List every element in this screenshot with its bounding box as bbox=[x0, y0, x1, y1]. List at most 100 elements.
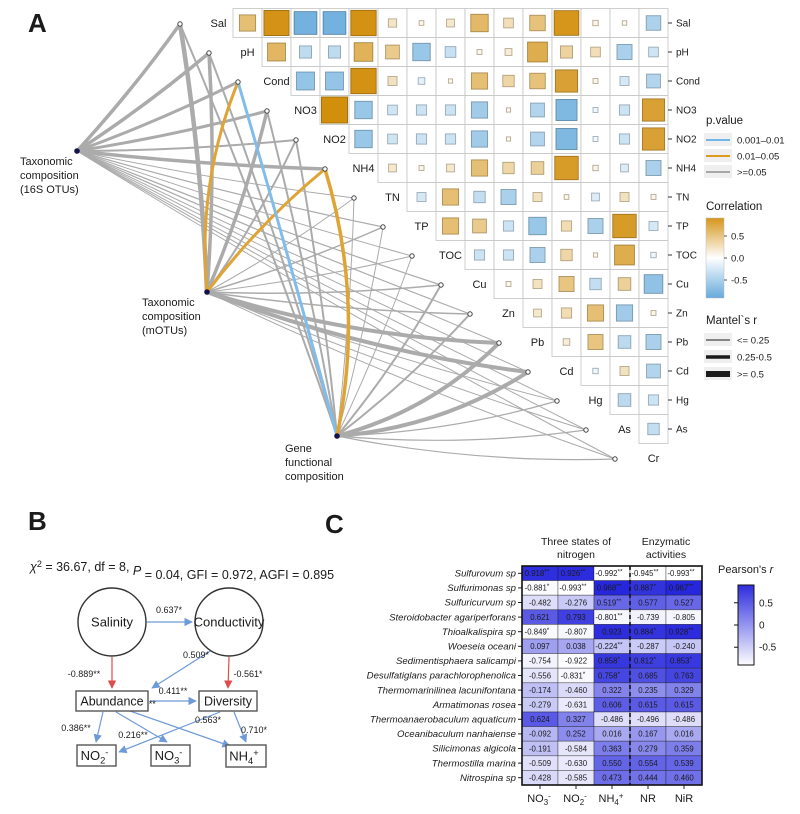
correlogram-square bbox=[321, 96, 348, 124]
mantel-edge-gene-TOC bbox=[336, 255, 413, 437]
value-number: 0.444 bbox=[638, 774, 658, 783]
sem-path-label-6: 0.216** bbox=[118, 730, 148, 740]
correlogram-square bbox=[528, 216, 547, 236]
diag-label-Cond: Cond bbox=[263, 76, 289, 88]
value-number: 0.621 bbox=[530, 613, 550, 622]
diag-label-TOC: TOC bbox=[439, 250, 462, 262]
correlogram-square bbox=[592, 107, 599, 113]
value-number: 0.527 bbox=[674, 598, 694, 607]
value-number: -0.174 bbox=[529, 686, 552, 695]
value-number: -0.992 bbox=[595, 569, 617, 578]
mantel-edge-motu-Cu bbox=[206, 284, 442, 294]
heatmap-value: 0.887* bbox=[634, 583, 657, 593]
correlogram-square bbox=[412, 42, 431, 62]
row-label-11: Oceanibaculum nanhaiense bbox=[397, 729, 516, 740]
row-label-2: Sulfuricurvum sp bbox=[445, 598, 517, 609]
value-number: -0.486 bbox=[673, 715, 695, 724]
correlogram-square bbox=[503, 17, 514, 29]
heatmap-value: 0.235 bbox=[638, 686, 658, 695]
value-stars: ** bbox=[582, 583, 588, 590]
value-number: -0.509 bbox=[529, 759, 551, 768]
var-dot-Cu bbox=[438, 282, 444, 288]
var-dot-Hg bbox=[554, 398, 560, 404]
var-dot-As bbox=[583, 427, 589, 433]
correlogram-square bbox=[473, 249, 486, 261]
correlogram-square bbox=[418, 165, 425, 171]
value-number: 0.016 bbox=[602, 730, 622, 739]
value-number: 0.038 bbox=[566, 642, 586, 651]
heatmap-value: 0.038 bbox=[566, 642, 586, 651]
value-number: -0.831 bbox=[561, 671, 583, 680]
correlogram-square bbox=[641, 98, 666, 122]
mantel-edge-motu-Cr bbox=[206, 291, 616, 460]
chem-sub: 2 bbox=[580, 798, 584, 807]
var-dot-pH bbox=[206, 50, 212, 56]
correlogram-square bbox=[533, 308, 542, 318]
heatmap-value: -0.992** bbox=[595, 569, 623, 579]
right-label-Hg: Hg bbox=[676, 396, 689, 407]
value-number: -0.279 bbox=[529, 701, 551, 710]
right-label-Cu: Cu bbox=[676, 280, 689, 291]
fit-stat-part: = 0.04, GFI = 0.972, AGFI = 0.895 bbox=[141, 568, 334, 582]
diag-label-TN: TN bbox=[385, 192, 400, 204]
value-stars: ** bbox=[580, 569, 586, 576]
correlogram-square bbox=[350, 67, 377, 95]
heatmap-value: 0.539 bbox=[674, 759, 694, 768]
heatmap-value: 0.928** bbox=[669, 627, 694, 637]
correlogram-square bbox=[587, 218, 604, 234]
latent-circle-conductivity bbox=[194, 587, 264, 657]
panel-b-letter: B bbox=[28, 506, 47, 536]
correlogram-square bbox=[387, 104, 398, 116]
mantel-edge-motu-As bbox=[206, 291, 587, 431]
pearson-tick-label: -0.5 bbox=[759, 643, 777, 654]
node-dot-gene bbox=[334, 433, 340, 439]
correlogram-square bbox=[505, 281, 512, 287]
chem-sup: + bbox=[253, 748, 258, 758]
correlogram-square bbox=[529, 14, 546, 32]
correlogram-square bbox=[530, 131, 545, 147]
latent-label-salinity: Salinity bbox=[91, 615, 133, 630]
correlogram-square bbox=[441, 217, 460, 235]
value-number: 0.923 bbox=[602, 628, 622, 637]
value-number: 0.550 bbox=[602, 759, 622, 768]
diag-label-As: As bbox=[618, 424, 631, 436]
mantel-edge-motu-TOC bbox=[206, 255, 413, 293]
correlogram-square bbox=[617, 393, 632, 407]
sem-box-no2 bbox=[76, 744, 117, 767]
value-number: 0.097 bbox=[530, 642, 550, 651]
value-number: 0.968 bbox=[597, 584, 617, 593]
right-label-NO2: NO2 bbox=[676, 135, 697, 146]
value-number: 0.624 bbox=[530, 715, 550, 724]
value-number: -0.993 bbox=[667, 569, 689, 578]
sem-box-label-diversity: Diversity bbox=[204, 695, 253, 709]
value-number: 0.615 bbox=[674, 701, 694, 710]
value-stars: ** bbox=[618, 642, 624, 649]
sem-box-label-no3: NO3- bbox=[155, 748, 183, 766]
row-label-10: Thermoanaerobaculum aquaticum bbox=[370, 715, 516, 726]
correlogram-square bbox=[648, 221, 659, 231]
sem-path-9 bbox=[233, 711, 248, 743]
heatmap-value: 0.359 bbox=[674, 744, 694, 753]
correlogram-square bbox=[618, 104, 631, 116]
node-label-gene-line1: functional bbox=[285, 457, 332, 469]
heatmap-value: 0.577 bbox=[638, 598, 658, 607]
correlogram-square bbox=[354, 129, 373, 149]
correlogram-square bbox=[558, 276, 575, 292]
node-label-motu-line2: (mOTUs) bbox=[142, 325, 187, 337]
sem-path-2 bbox=[151, 647, 216, 689]
panel-b-sem-diagram: Bχ2 = 36.67, df = 8, P = 0.04, GFI = 0.9… bbox=[28, 506, 334, 768]
value-number: -0.224 bbox=[595, 642, 618, 651]
right-label-Cond: Cond bbox=[676, 77, 700, 88]
sem-box-label-abundance: Abundance bbox=[80, 695, 143, 709]
right-label-TP: TP bbox=[676, 222, 689, 233]
value-number: -0.630 bbox=[565, 759, 588, 768]
correlogram-square bbox=[327, 45, 342, 59]
correlogram-square bbox=[267, 42, 286, 62]
value-number: 0.554 bbox=[638, 759, 658, 768]
correlogram-square bbox=[263, 10, 290, 36]
correlogram-square bbox=[645, 15, 662, 31]
heatmap-value: 0.473 bbox=[602, 774, 622, 783]
chem-sup: - bbox=[548, 791, 551, 800]
value-number: -0.585 bbox=[565, 774, 588, 783]
